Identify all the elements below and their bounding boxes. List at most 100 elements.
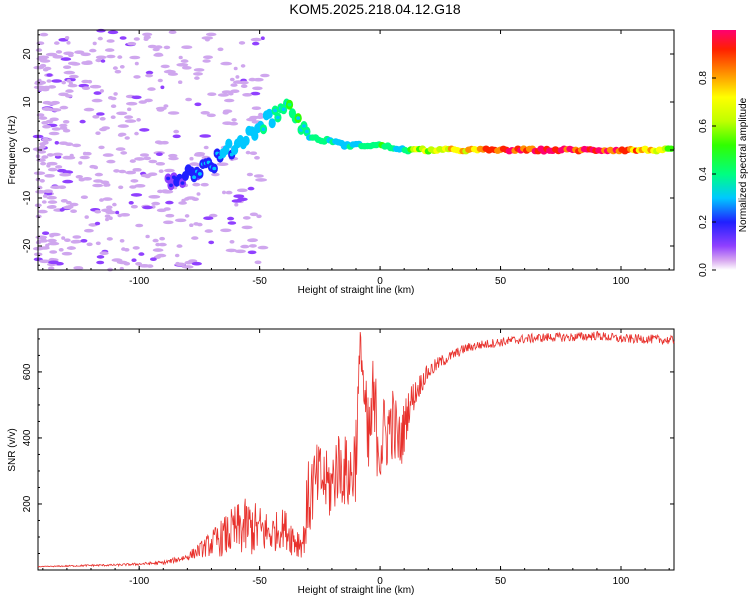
- noise-blob: [108, 216, 113, 220]
- noise-blob: [39, 63, 47, 68]
- noise-blob: [116, 111, 128, 116]
- noise-blob: [163, 45, 171, 50]
- ridge-core: [281, 107, 286, 112]
- noise-blob: [94, 209, 102, 214]
- noise-blob: [46, 195, 57, 200]
- spectrogram-ridge: [164, 98, 675, 191]
- noise-blob: [54, 41, 60, 45]
- noise-blob: [196, 192, 201, 196]
- noise-blob: [35, 235, 48, 240]
- noise-blob: [256, 214, 262, 219]
- noise-blob: [41, 155, 49, 159]
- ridge-core: [267, 111, 272, 116]
- noise-blob: [96, 260, 105, 265]
- noise-blob: [207, 92, 217, 96]
- noise-blob: [161, 189, 169, 193]
- noise-blob: [55, 165, 63, 169]
- noise-blob: [66, 41, 71, 45]
- snr-y-axis: 200 400 600: [22, 338, 674, 554]
- noise-blob: [138, 252, 145, 256]
- noise-blob: [117, 124, 129, 128]
- noise-blob: [225, 190, 233, 195]
- noise-blob: [251, 106, 262, 110]
- noise-blob: [65, 94, 73, 98]
- noise-blob: [83, 107, 95, 112]
- noise-blob: [234, 249, 246, 254]
- spectrogram-x-label: Height of straight line (km): [298, 285, 415, 296]
- noise-blob: [136, 118, 141, 122]
- noise-blob: [167, 111, 180, 115]
- ridge-core: [197, 172, 202, 176]
- y-tick-label: 10: [22, 96, 33, 108]
- noise-blob: [157, 78, 163, 83]
- noise-blob: [115, 147, 126, 151]
- noise-blob: [168, 156, 179, 161]
- noise-blob: [80, 52, 91, 57]
- colorbar: 0.0 0.2 0.4 0.6 0.8 Normalized spectral ampl…: [698, 30, 749, 277]
- noise-blob: [92, 183, 104, 188]
- x-tick-label: 100: [613, 276, 630, 287]
- noise-blob: [110, 115, 116, 119]
- noise-blob: [199, 134, 212, 138]
- noise-blob: [95, 131, 101, 135]
- noise-blob: [46, 205, 57, 209]
- ridge-core: [270, 121, 275, 125]
- x-tick-label: 100: [613, 576, 630, 587]
- noise-blob: [222, 190, 226, 195]
- noise-blob: [260, 36, 265, 40]
- noise-blob: [112, 202, 117, 207]
- noise-blob: [221, 90, 232, 94]
- noise-blob: [208, 240, 215, 245]
- noise-blob: [249, 212, 258, 217]
- noise-blob: [224, 98, 235, 103]
- noise-blob: [242, 216, 251, 220]
- noise-blob: [144, 98, 153, 103]
- noise-blob: [227, 216, 235, 221]
- noise-blob: [229, 240, 235, 244]
- noise-blob: [253, 174, 264, 178]
- noise-blob: [39, 179, 45, 183]
- noise-blob: [143, 156, 152, 161]
- noise-blob: [79, 119, 86, 124]
- noise-blob: [65, 142, 74, 146]
- noise-blob: [63, 65, 72, 69]
- noise-blob: [117, 133, 124, 137]
- ridge-core: [261, 127, 266, 131]
- noise-blob: [175, 261, 180, 266]
- noise-blob: [58, 248, 64, 252]
- noise-blob: [147, 44, 157, 49]
- noise-blob: [118, 185, 124, 190]
- noise-blob: [65, 89, 74, 93]
- noise-blob: [247, 250, 257, 255]
- noise-blob: [148, 159, 158, 164]
- noise-blob: [102, 197, 113, 201]
- noise-blob: [133, 37, 140, 41]
- noise-blob: [127, 41, 137, 46]
- noise-blob: [178, 80, 183, 84]
- noise-blob: [163, 220, 174, 225]
- ridge-core: [244, 139, 249, 143]
- ridge-core: [273, 108, 278, 113]
- noise-blob: [130, 193, 143, 197]
- noise-blob: [106, 159, 116, 164]
- noise-blob: [126, 101, 138, 106]
- noise-blob: [119, 36, 127, 40]
- spectrogram-noise: [32, 28, 270, 272]
- noise-blob: [92, 115, 100, 119]
- noise-blob: [92, 41, 97, 46]
- noise-blob: [181, 265, 194, 269]
- noise-blob: [168, 30, 177, 34]
- noise-blob: [47, 241, 60, 246]
- noise-blob: [36, 113, 45, 117]
- noise-blob: [101, 208, 113, 213]
- noise-blob: [204, 37, 210, 42]
- noise-blob: [250, 91, 261, 96]
- spectrogram-x-axis: -100 -50 0 50 100: [42, 30, 670, 287]
- noise-blob: [44, 66, 52, 71]
- ridge-core: [302, 124, 306, 128]
- noise-blob: [93, 179, 104, 183]
- noise-blob: [46, 153, 55, 157]
- noise-blob: [40, 161, 47, 166]
- noise-blob: [193, 72, 203, 76]
